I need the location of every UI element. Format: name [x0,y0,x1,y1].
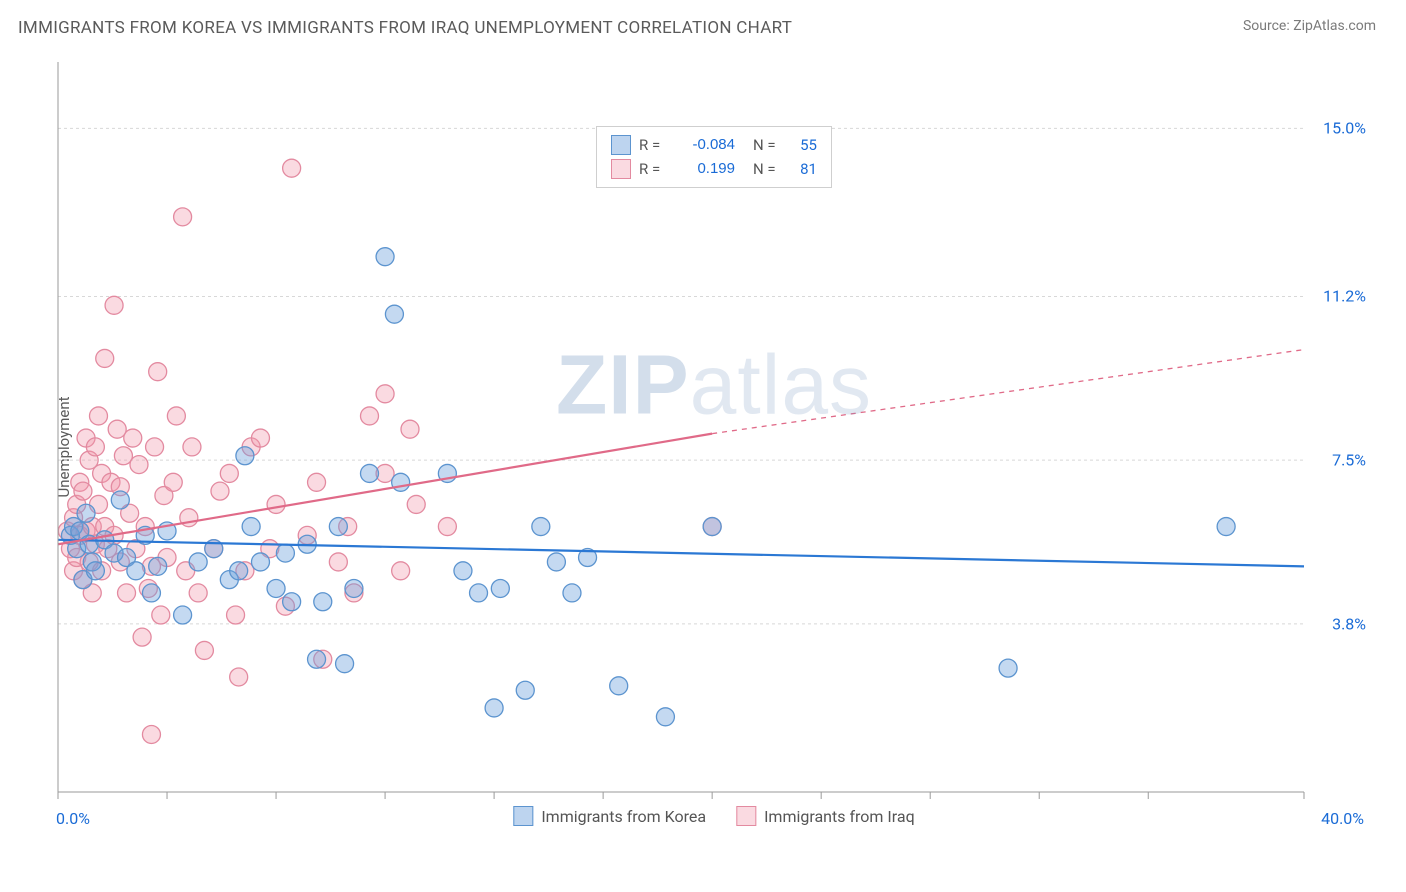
swatch-korea [611,135,631,155]
y-tick-label: 11.2% [1323,287,1366,306]
y-tick-label: 15.0% [1323,119,1366,138]
source-prefix: Source: [1243,18,1290,34]
n-value-korea: 55 [789,133,817,157]
legend-label-korea: Immigrants from Korea [541,807,706,826]
y-tick-label: 3.8% [1332,614,1366,633]
legend-row-iraq: R = 0.199 N = 81 [611,157,817,181]
n-value-iraq: 81 [789,157,817,181]
r-value-iraq: 0.199 [675,157,735,181]
header: IMMIGRANTS FROM KOREA VS IMMIGRANTS FROM… [0,0,1406,48]
legend-row-korea: R = -0.084 N = 55 [611,133,817,157]
swatch-korea-bottom [513,806,533,826]
source: Source: ZipAtlas.com [1243,18,1376,34]
x-axis-max: 40.0% [1321,809,1364,828]
r-value-korea: -0.084 [675,133,735,157]
swatch-iraq-bottom [736,806,756,826]
chart-area: Unemployment ZIPatlas R = -0.084 N = 55 … [54,62,1374,832]
swatch-iraq [611,159,631,179]
correlation-legend: R = -0.084 N = 55 R = 0.199 N = 81 [596,126,832,188]
series-legend: Immigrants from Korea Immigrants from Ir… [513,806,914,826]
x-axis-min: 0.0% [56,809,90,828]
y-tick-label: 7.5% [1332,451,1366,470]
legend-label-iraq: Immigrants from Iraq [764,807,915,826]
legend-item-korea: Immigrants from Korea [513,806,706,826]
source-link[interactable]: ZipAtlas.com [1293,18,1376,34]
chart-title: IMMIGRANTS FROM KOREA VS IMMIGRANTS FROM… [18,18,792,38]
legend-item-iraq: Immigrants from Iraq [736,806,915,826]
